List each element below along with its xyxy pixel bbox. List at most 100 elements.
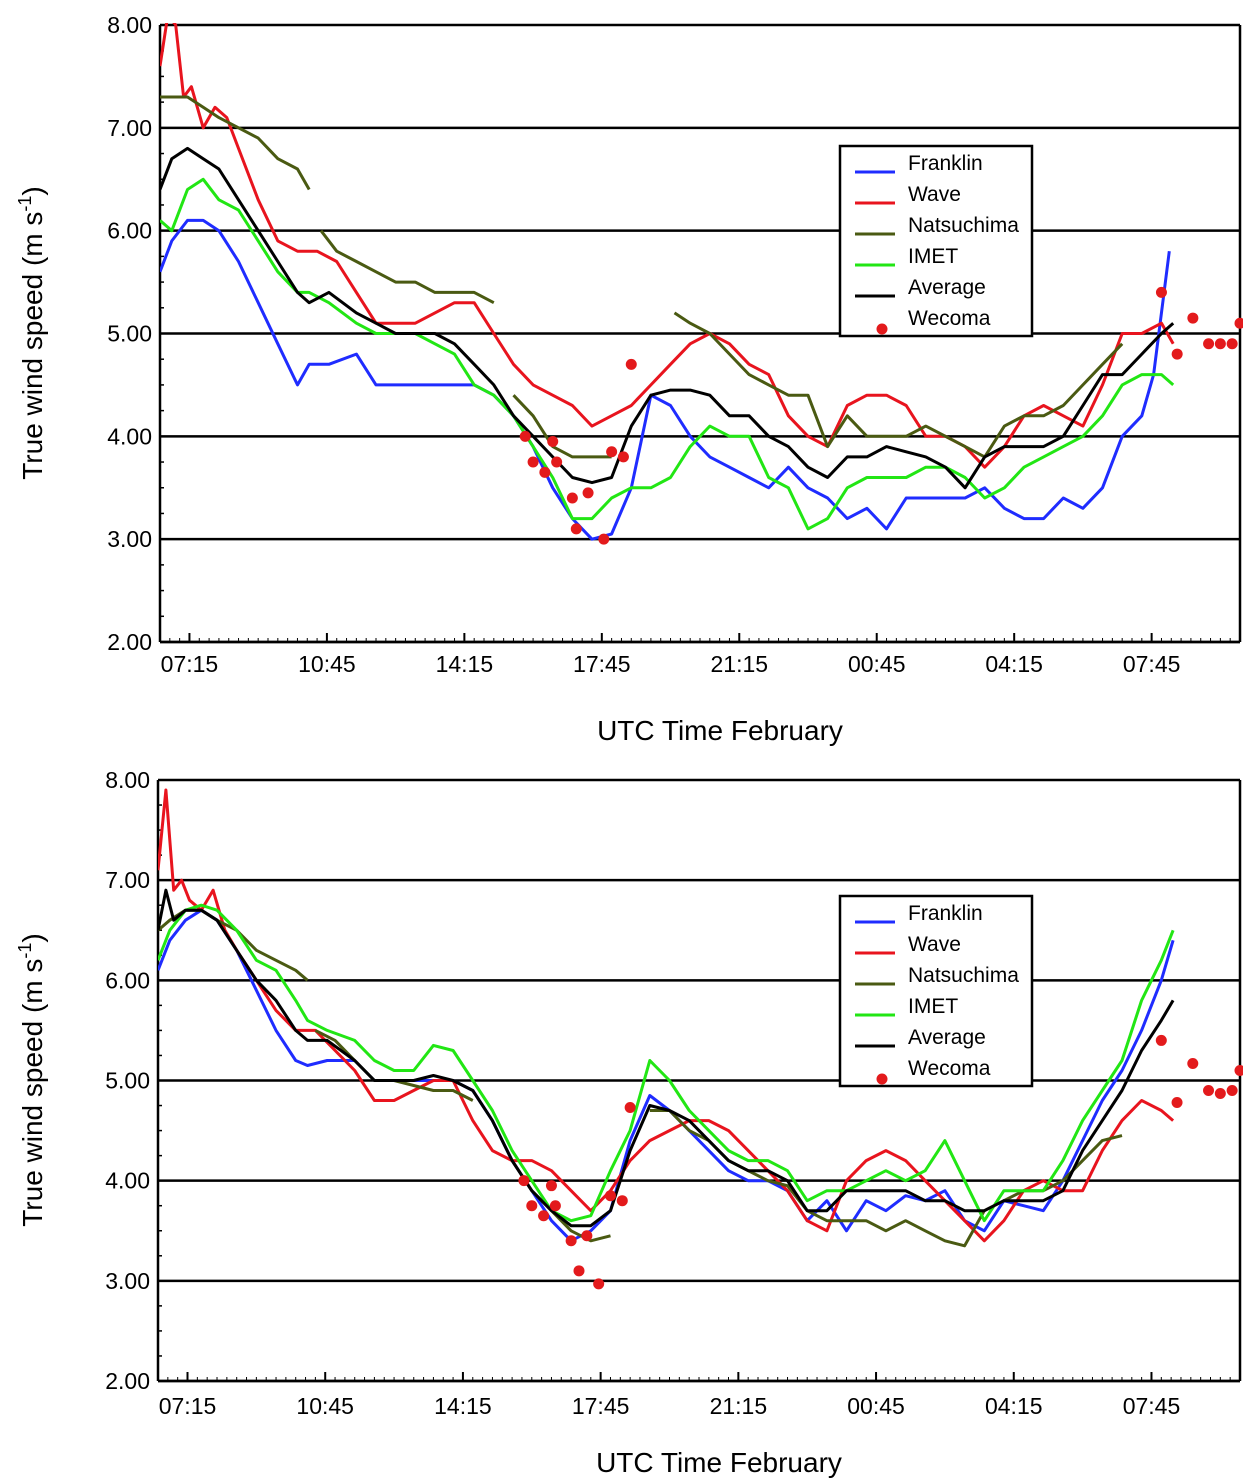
legend-swatch-wecoma: [876, 1073, 888, 1085]
legend-label-imet: IMET: [908, 995, 958, 1018]
chart-panel-1: 2.00 3.00 4.00 5.00 6.00 7.00 8.00 07:15 10:45 14…: [15, 12, 1243, 746]
data-point-wecoma: [518, 1175, 530, 1187]
x-tick-label: 10:45: [296, 1393, 354, 1419]
y-tick-label: 5.00: [105, 1068, 150, 1094]
x-tick-label: 04:15: [985, 1393, 1043, 1419]
series-line-imet: [158, 903, 1175, 1223]
series-line-natsuchima: [673, 311, 1124, 459]
series-line-natsuchima: [319, 229, 495, 305]
x-axis-title: UTC Time February: [597, 715, 843, 746]
x-tick-label: 07:15: [159, 1393, 217, 1419]
data-point-wecoma: [519, 430, 531, 442]
data-point-wecoma: [1203, 1085, 1215, 1097]
data-point-wecoma: [1226, 1085, 1238, 1097]
x-tick-label: 04:15: [985, 651, 1043, 677]
y-tick-label: 8.00: [105, 767, 150, 793]
data-point-wecoma: [1171, 1097, 1183, 1109]
data-point-wecoma: [566, 492, 578, 504]
legend-box: [838, 144, 1034, 338]
chart-panel-2: 2.00 3.00 4.00 5.00 6.00 7.00 8.00 07:15 10:45 14…: [15, 767, 1243, 1478]
y-tick-label: 6.00: [107, 218, 152, 244]
data-point-wecoma: [570, 523, 582, 535]
legend-label-wave: Wave: [908, 933, 961, 956]
x-axis-title: UTC Time February: [596, 1447, 842, 1478]
legend-label-natsuchima: Natsuchima: [908, 214, 1019, 237]
series-line-average: [160, 146, 1175, 490]
data-point-wecoma: [1234, 317, 1243, 329]
series-line-natsuchima: [314, 1029, 474, 1102]
legend-label-franklin: Franklin: [908, 902, 983, 925]
legend-label-average: Average: [908, 1026, 986, 1049]
y-axis-title-main: True wind speed (m s: [17, 959, 48, 1227]
y-tick-label: 7.00: [107, 115, 152, 141]
data-point-wecoma: [549, 1200, 561, 1212]
x-tick-label: 14:15: [434, 1393, 492, 1419]
data-point-wecoma: [624, 1102, 636, 1114]
x-tick-label: 07:15: [161, 651, 219, 677]
data-point-wecoma: [526, 1200, 538, 1212]
data-point-wecoma: [606, 446, 618, 458]
y-axis-title-close: ): [17, 186, 48, 195]
y-tick-label: 5.00: [107, 321, 152, 347]
x-tick-label: 17:45: [572, 1393, 630, 1419]
legend-label-wecoma: Wecoma: [908, 307, 991, 330]
data-point-wecoma: [1214, 1088, 1226, 1100]
data-point-wecoma: [1187, 1057, 1199, 1069]
series-line-wave: [160, 23, 1175, 469]
data-point-wecoma: [1203, 338, 1215, 350]
y-tick-label: 3.00: [105, 1268, 150, 1294]
plot-area: [160, 23, 1243, 545]
y-axis-title-superscript: -1: [15, 196, 35, 212]
y-tick-label: 4.00: [105, 1168, 150, 1194]
data-point-wecoma: [617, 451, 629, 463]
y-tick-label: 7.00: [105, 867, 150, 893]
y-axis-title-close: ): [17, 933, 48, 942]
y-axis-title: True wind speed (m s-1): [15, 186, 48, 480]
series-line-imet: [160, 177, 1175, 531]
y-axis-title-main: True wind speed (m s: [17, 212, 48, 480]
legend: Franklin Wave Natsuchima IMET Average Wecoma: [838, 144, 1034, 338]
data-point-wecoma: [1155, 286, 1167, 298]
data-point-wecoma: [573, 1265, 585, 1277]
x-tick-label: 21:15: [710, 651, 768, 677]
legend: Franklin Wave Natsuchima IMET Average Wecoma: [838, 894, 1034, 1088]
x-tick-label: 14:15: [436, 651, 494, 677]
y-tick-label: 2.00: [107, 629, 152, 655]
data-point-wecoma: [547, 435, 559, 447]
y-tick-label: 6.00: [105, 967, 150, 993]
data-point-wecoma: [527, 456, 539, 468]
data-point-wecoma: [551, 456, 563, 468]
series-line-natsuchima: [512, 394, 612, 459]
data-point-wecoma: [1234, 1064, 1243, 1076]
legend-swatch-wecoma: [876, 323, 888, 335]
x-tick-label: 10:45: [298, 651, 356, 677]
data-point-wecoma: [1171, 348, 1183, 360]
legend-label-wecoma: Wecoma: [908, 1057, 991, 1080]
x-tick-label: 07:45: [1123, 1393, 1181, 1419]
y-tick-label: 4.00: [107, 423, 152, 449]
legend-label-franklin: Franklin: [908, 152, 983, 175]
data-point-wecoma: [538, 1210, 550, 1222]
series-line-natsuchima: [160, 95, 311, 191]
data-point-wecoma: [581, 1230, 593, 1242]
legend-label-imet: IMET: [908, 245, 958, 268]
data-point-wecoma: [539, 466, 551, 478]
data-point-wecoma: [1214, 338, 1226, 350]
data-point-wecoma: [1187, 312, 1199, 324]
plot-area: [158, 788, 1243, 1290]
data-point-wecoma: [625, 358, 637, 370]
data-point-wecoma: [1155, 1034, 1167, 1046]
y-axis-title: True wind speed (m s-1): [15, 933, 48, 1227]
y-axis-title-superscript: -1: [15, 943, 35, 959]
x-tick-label: 07:45: [1123, 651, 1181, 677]
x-tick-label: 00:45: [847, 1393, 905, 1419]
x-tick-label: 17:45: [573, 651, 631, 677]
series-line-average: [158, 888, 1175, 1228]
data-point-wecoma: [604, 1190, 616, 1202]
data-point-wecoma: [593, 1278, 605, 1290]
data-point-wecoma: [598, 533, 610, 545]
legend-label-wave: Wave: [908, 183, 961, 206]
y-tick-label: 2.00: [105, 1368, 150, 1394]
legend-box: [838, 894, 1034, 1088]
